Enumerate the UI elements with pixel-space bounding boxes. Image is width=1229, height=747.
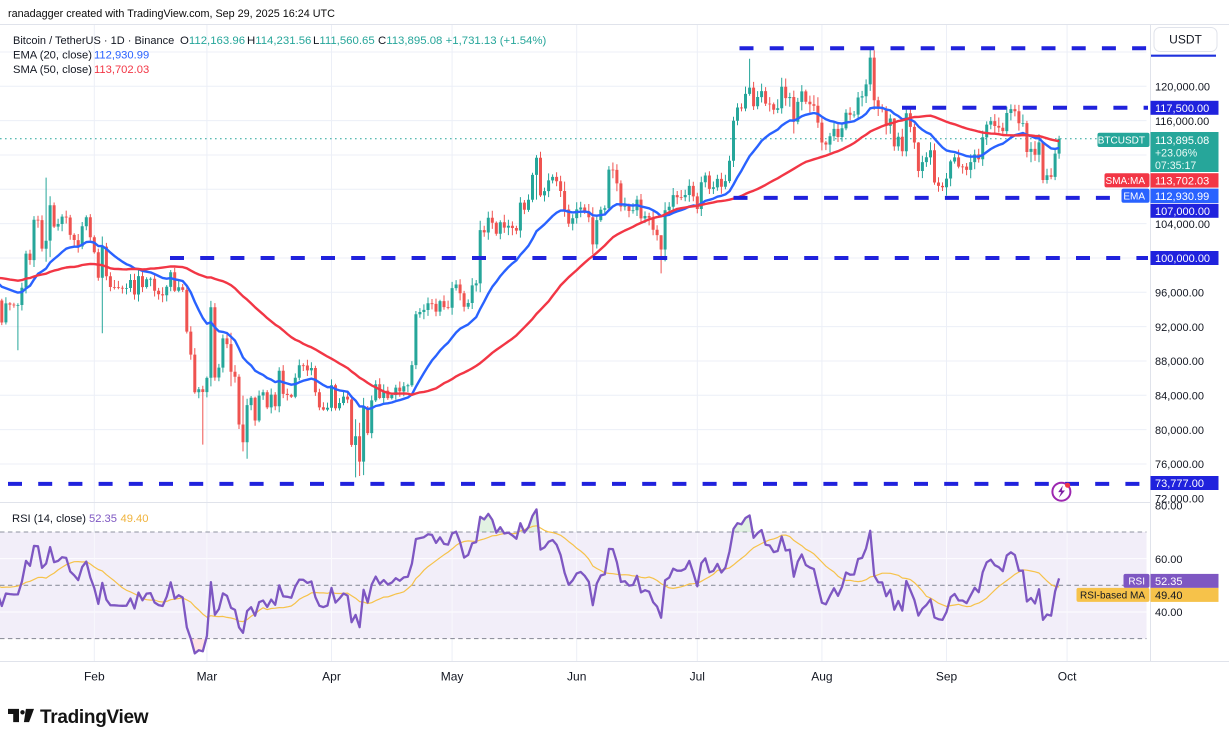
svg-text:Feb: Feb bbox=[84, 670, 105, 684]
svg-text:+23.06%: +23.06% bbox=[1155, 148, 1198, 160]
svg-text:112,930.99: 112,930.99 bbox=[94, 50, 149, 62]
svg-text:RSI-based MA: RSI-based MA bbox=[1080, 591, 1145, 602]
svg-text:ranadagger created with Tradin: ranadagger created with TradingView.com,… bbox=[8, 8, 335, 20]
svg-text:52.35: 52.35 bbox=[89, 513, 117, 525]
svg-text:O112,163.96: O112,163.96 bbox=[180, 35, 245, 47]
svg-text:76,000.00: 76,000.00 bbox=[1155, 459, 1204, 471]
svg-text:100,000.00: 100,000.00 bbox=[1155, 253, 1210, 265]
svg-text:Mar: Mar bbox=[197, 670, 218, 684]
svg-text:40.00: 40.00 bbox=[1155, 607, 1183, 619]
svg-text:L111,560.65: L111,560.65 bbox=[313, 35, 375, 47]
svg-text:104,000.00: 104,000.00 bbox=[1155, 219, 1210, 231]
svg-text:Oct: Oct bbox=[1058, 670, 1077, 684]
svg-text:Sep: Sep bbox=[936, 670, 958, 684]
svg-text:107,000.00: 107,000.00 bbox=[1155, 206, 1210, 218]
svg-text:TradingView: TradingView bbox=[40, 707, 149, 728]
svg-text:60.00: 60.00 bbox=[1155, 554, 1183, 566]
svg-text:92,000.00: 92,000.00 bbox=[1155, 322, 1204, 334]
svg-text:+1,731.13 (+1.54%): +1,731.13 (+1.54%) bbox=[446, 35, 547, 47]
svg-text:H114,231.56: H114,231.56 bbox=[247, 35, 311, 47]
svg-text:Bitcoin / TetherUS · 1D · Bina: Bitcoin / TetherUS · 1D · Binance bbox=[13, 35, 174, 47]
svg-text:SMA:MA: SMA:MA bbox=[1106, 176, 1146, 187]
svg-text:Aug: Aug bbox=[811, 670, 832, 684]
svg-text:112,930.99: 112,930.99 bbox=[1155, 191, 1209, 203]
svg-text:116,000.00: 116,000.00 bbox=[1155, 116, 1209, 128]
svg-text:96,000.00: 96,000.00 bbox=[1155, 288, 1204, 300]
svg-text:49.40: 49.40 bbox=[1155, 590, 1183, 602]
svg-text:Apr: Apr bbox=[322, 670, 341, 684]
svg-text:Jun: Jun bbox=[567, 670, 586, 684]
svg-text:C113,895.08: C113,895.08 bbox=[378, 35, 442, 47]
svg-text:113,702.03: 113,702.03 bbox=[94, 64, 149, 76]
svg-text:72,000.00: 72,000.00 bbox=[1155, 494, 1204, 506]
svg-text:73,777.00: 73,777.00 bbox=[1155, 478, 1204, 490]
svg-text:113,702.03: 113,702.03 bbox=[1155, 175, 1209, 187]
svg-text:49.40: 49.40 bbox=[121, 513, 149, 525]
svg-text:117,500.00: 117,500.00 bbox=[1155, 103, 1209, 115]
svg-text:52.35: 52.35 bbox=[1155, 576, 1183, 588]
svg-text:EMA (20, close): EMA (20, close) bbox=[13, 50, 92, 62]
svg-text:RSI (14, close): RSI (14, close) bbox=[12, 513, 86, 525]
svg-text:EMA: EMA bbox=[1123, 191, 1145, 202]
svg-text:113,895.08: 113,895.08 bbox=[1155, 135, 1209, 147]
svg-text:07:35:17: 07:35:17 bbox=[1155, 160, 1196, 172]
svg-text:80,000.00: 80,000.00 bbox=[1155, 425, 1204, 437]
svg-text:88,000.00: 88,000.00 bbox=[1155, 356, 1204, 368]
svg-text:80.00: 80.00 bbox=[1155, 501, 1183, 513]
svg-text:May: May bbox=[441, 670, 464, 684]
svg-text:SMA (50, close): SMA (50, close) bbox=[13, 64, 92, 76]
svg-text:120,000.00: 120,000.00 bbox=[1155, 82, 1210, 94]
svg-text:RSI: RSI bbox=[1128, 577, 1145, 588]
svg-text:USDT: USDT bbox=[1169, 33, 1202, 47]
svg-text:BTCUSDT: BTCUSDT bbox=[1098, 136, 1145, 147]
svg-text:84,000.00: 84,000.00 bbox=[1155, 391, 1204, 403]
svg-text:Jul: Jul bbox=[690, 670, 705, 684]
